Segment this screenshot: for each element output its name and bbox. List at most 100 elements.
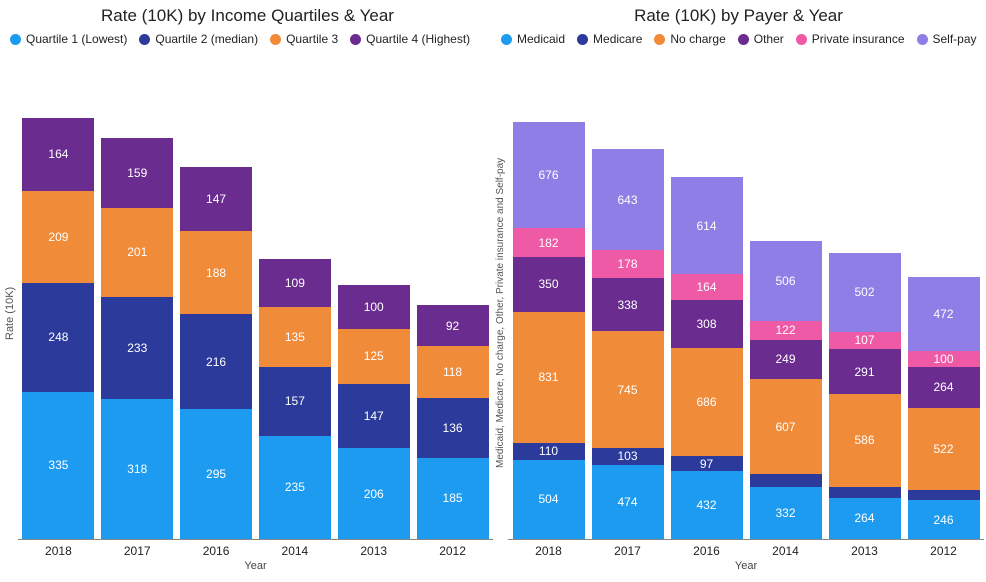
- legend-label-other: Other: [754, 32, 784, 46]
- segment-self: 676: [513, 122, 585, 228]
- segment-other: 264: [908, 367, 980, 408]
- bar-2014: 332 607249122506: [750, 241, 822, 539]
- segment-q1: 295: [180, 409, 252, 539]
- segment-q4: 159: [101, 138, 173, 208]
- y-axis-label-right: Medicaid, Medicare, No charge, Other, Pr…: [493, 54, 508, 572]
- segment-other: 291: [829, 349, 901, 395]
- legend-swatch-self: [917, 34, 928, 45]
- legend-swatch-q4: [350, 34, 361, 45]
- segment-q4: 100: [338, 285, 410, 329]
- segment-nocharge: 686: [671, 348, 743, 456]
- segment-private: 178: [592, 250, 664, 278]
- segment-other: 249: [750, 340, 822, 379]
- segment-q4: 147: [180, 167, 252, 232]
- segment-q4: 164: [22, 118, 94, 190]
- segment-other: 338: [592, 278, 664, 331]
- legend-swatch-nocharge: [654, 34, 665, 45]
- bar-2016: 43297686308164614: [671, 177, 743, 539]
- chart-title-right: Rate (10K) by Payer & Year: [493, 6, 984, 26]
- x-tick: 2013: [338, 544, 410, 558]
- segment-q3: 118: [417, 346, 489, 398]
- segment-q1: 318: [101, 399, 173, 539]
- x-axis-label-left: Year: [18, 560, 493, 572]
- bar-2014: 235157135109: [259, 259, 331, 539]
- legend-label-q1: Quartile 1 (Lowest): [26, 32, 127, 46]
- segment-private: 122: [750, 321, 822, 340]
- legend-label-medicare: Medicare: [593, 32, 642, 46]
- segment-self: 506: [750, 241, 822, 321]
- legend-left: Quartile 1 (Lowest) Quartile 2 (median) Qu…: [10, 32, 493, 46]
- segment-self: 502: [829, 253, 901, 332]
- segment-medicaid: 474: [592, 465, 664, 539]
- legend-swatch-private: [796, 34, 807, 45]
- segment-other: 308: [671, 300, 743, 348]
- x-ticks-right: 201820172016201420132012: [508, 544, 984, 558]
- legend-item-medicaid: Medicaid: [501, 32, 565, 46]
- segment-medicaid: 332: [750, 487, 822, 539]
- bar-2012: 18513611892: [417, 305, 489, 539]
- panel-payer: Rate (10K) by Payer & Year MedicaidMedic…: [493, 4, 984, 572]
- segment-private: 164: [671, 274, 743, 300]
- segment-medicare: 97: [671, 456, 743, 471]
- segment-self: 614: [671, 177, 743, 273]
- x-tick: 2017: [101, 544, 173, 558]
- legend-swatch-q1: [10, 34, 21, 45]
- segment-nocharge: 522: [908, 408, 980, 490]
- segment-medicaid: 264: [829, 498, 901, 539]
- legend-item-q2: Quartile 2 (median): [139, 32, 258, 46]
- x-ticks-left: 201820172016201420132012: [18, 544, 493, 558]
- x-tick: 2014: [259, 544, 331, 558]
- segment-q2: 147: [338, 384, 410, 449]
- segment-nocharge: 831: [513, 312, 585, 443]
- bar-2017: 318233201159: [101, 138, 173, 539]
- segment-medicaid: 432: [671, 471, 743, 539]
- bar-2012: 246522264100472: [908, 277, 980, 539]
- bars-left: 3352482091643182332011592952161881472351…: [18, 54, 493, 540]
- legend-right: Medicaid Medicare No charge Other Private in…: [501, 32, 984, 46]
- segment-nocharge: 607: [750, 379, 822, 474]
- segment-q3: 201: [101, 208, 173, 296]
- legend-swatch-q3: [270, 34, 281, 45]
- x-tick: 2014: [750, 544, 822, 558]
- legend-label-self: Self-pay: [933, 32, 977, 46]
- segment-medicare: [908, 490, 980, 500]
- legend-label-private: Private insurance: [812, 32, 905, 46]
- legend-swatch-q2: [139, 34, 150, 45]
- segment-nocharge: 745: [592, 331, 664, 448]
- segment-medicaid: 246: [908, 500, 980, 539]
- legend-item-nocharge: No charge: [654, 32, 725, 46]
- segment-q3: 135: [259, 307, 331, 366]
- segment-nocharge: 586: [829, 394, 901, 486]
- segment-q3: 188: [180, 231, 252, 314]
- bar-2018: 504110831350182676: [513, 122, 585, 539]
- legend-label-q4: Quartile 4 (Highest): [366, 32, 470, 46]
- legend-item-q1: Quartile 1 (Lowest): [10, 32, 127, 46]
- segment-q4: 109: [259, 259, 331, 307]
- x-tick: 2016: [180, 544, 252, 558]
- legend-label-q2: Quartile 2 (median): [155, 32, 258, 46]
- legend-label-nocharge: No charge: [670, 32, 725, 46]
- legend-label-medicaid: Medicaid: [517, 32, 565, 46]
- segment-other: 350: [513, 257, 585, 312]
- segment-q2: 233: [101, 297, 173, 400]
- bar-2017: 474103745338178643: [592, 149, 664, 539]
- x-tick: 2013: [829, 544, 901, 558]
- segment-medicare: [750, 474, 822, 487]
- segment-q3: 209: [22, 191, 94, 283]
- bars-right: 5041108313501826764741037453381786434329…: [508, 54, 984, 540]
- legend-item-q3: Quartile 3: [270, 32, 338, 46]
- legend-swatch-other: [738, 34, 749, 45]
- segment-q2: 216: [180, 314, 252, 409]
- x-tick: 2017: [592, 544, 664, 558]
- legend-item-medicare: Medicare: [577, 32, 642, 46]
- segment-private: 100: [908, 351, 980, 367]
- x-tick: 2012: [908, 544, 980, 558]
- segment-medicare: [829, 487, 901, 498]
- segment-medicare: 110: [513, 443, 585, 460]
- x-tick: 2016: [671, 544, 743, 558]
- segment-private: 107: [829, 332, 901, 349]
- segment-q2: 157: [259, 367, 331, 436]
- x-axis-label-right: Year: [508, 560, 984, 572]
- legend-item-private: Private insurance: [796, 32, 905, 46]
- segment-q1: 235: [259, 436, 331, 539]
